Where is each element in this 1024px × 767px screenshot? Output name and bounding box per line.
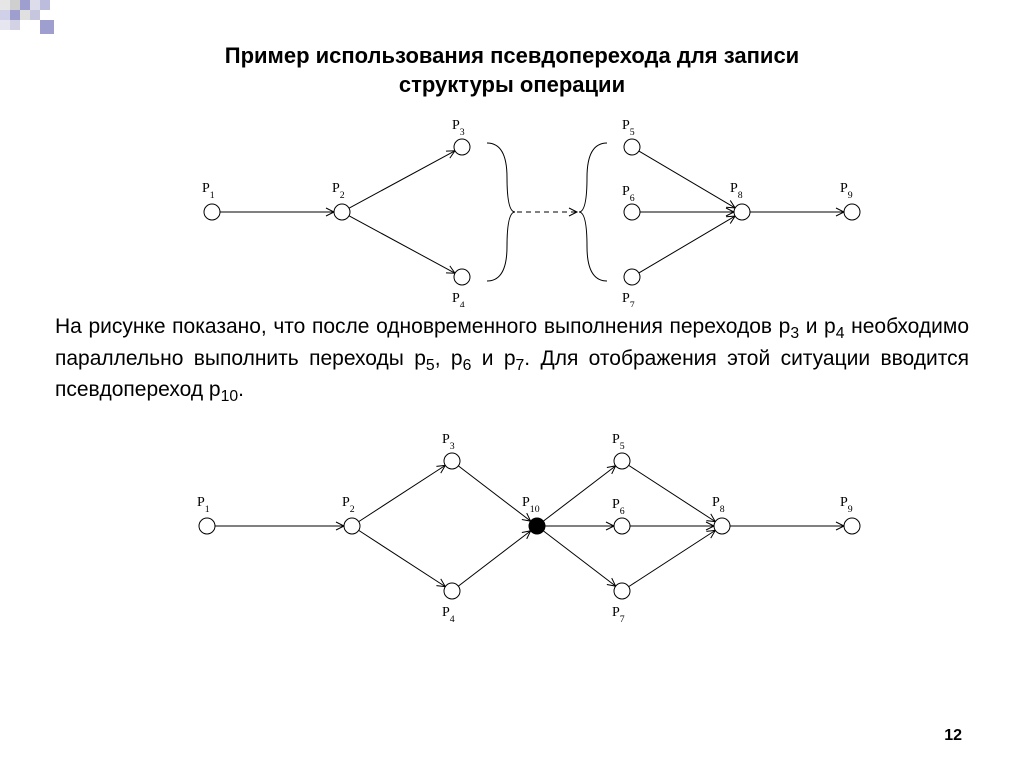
svg-text:P6: P6 bbox=[612, 497, 625, 517]
svg-text:P7: P7 bbox=[622, 291, 635, 307]
svg-text:P4: P4 bbox=[442, 605, 455, 625]
diagram-1: P1 P2 P3 P4 P5 P6 P7 P8 P9 bbox=[152, 107, 872, 307]
svg-text:P2: P2 bbox=[342, 495, 355, 515]
svg-text:P10: P10 bbox=[522, 495, 540, 515]
svg-text:P3: P3 bbox=[442, 432, 455, 452]
svg-text:P7: P7 bbox=[612, 605, 625, 625]
svg-text:P5: P5 bbox=[612, 432, 625, 452]
svg-text:P4: P4 bbox=[452, 291, 465, 307]
svg-text:P3: P3 bbox=[452, 118, 465, 138]
body-paragraph: На рисунке показано, что после одновреме… bbox=[0, 307, 1024, 407]
page-title: Пример использования псевдоперехода для … bbox=[0, 0, 1024, 99]
title-line-2: структуры операции bbox=[399, 72, 625, 97]
svg-text:P2: P2 bbox=[332, 181, 345, 201]
svg-text:P9: P9 bbox=[840, 181, 853, 201]
svg-text:P8: P8 bbox=[712, 495, 725, 515]
svg-text:P6: P6 bbox=[622, 184, 635, 204]
page-number: 12 bbox=[944, 727, 962, 745]
svg-text:P9: P9 bbox=[840, 495, 853, 515]
corner-decoration bbox=[0, 0, 70, 40]
title-line-1: Пример использования псевдоперехода для … bbox=[225, 43, 799, 68]
svg-text:P1: P1 bbox=[202, 181, 215, 201]
diagram-2: P1 P2 P3 P4 P10 P5 P6 P7 P8 P9 bbox=[152, 416, 872, 626]
svg-text:P1: P1 bbox=[197, 495, 210, 515]
svg-text:P5: P5 bbox=[622, 118, 635, 138]
svg-text:P8: P8 bbox=[730, 181, 743, 201]
